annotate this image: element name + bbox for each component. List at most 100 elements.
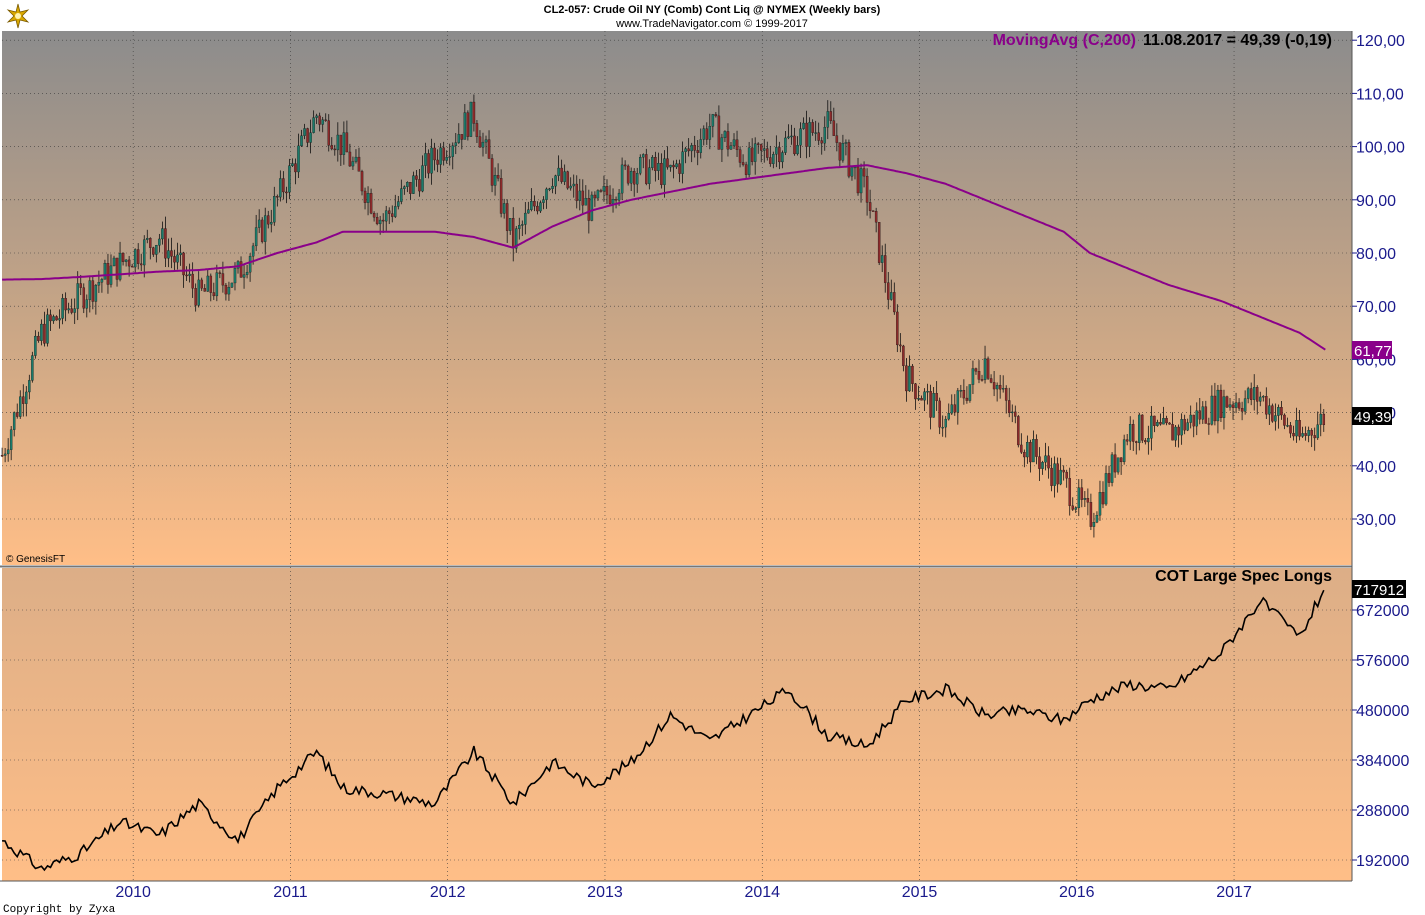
candle-body: [1041, 462, 1044, 469]
candle-body: [209, 275, 213, 293]
candle-body: [1165, 418, 1168, 424]
candle-body: [463, 112, 467, 140]
candle-body: [460, 134, 464, 140]
candle-body: [73, 308, 76, 313]
candle-body: [1074, 507, 1078, 510]
candle-body: [763, 148, 766, 151]
candle-body: [179, 252, 182, 256]
candle-body: [103, 263, 107, 280]
candle-body: [1228, 404, 1232, 408]
candle-body: [64, 298, 67, 311]
candle-body: [1292, 433, 1295, 437]
price-tick-label: 110,00: [1356, 86, 1404, 103]
candle-body: [188, 273, 191, 276]
candle-body: [699, 139, 702, 153]
candle-body: [829, 111, 833, 121]
candle-body: [1222, 396, 1226, 418]
candle-body: [502, 203, 506, 214]
date-tick-label: 2017: [1216, 884, 1252, 901]
candle-body: [1125, 439, 1129, 442]
candle-body: [167, 250, 170, 259]
candle-body: [563, 171, 566, 182]
candle-body: [1262, 396, 1265, 398]
candle-body: [539, 202, 542, 212]
candle-body: [1307, 430, 1310, 436]
candle-body: [212, 292, 216, 297]
candle-body: [1322, 413, 1326, 426]
candle-body: [294, 163, 297, 173]
candle-body: [675, 163, 678, 168]
candle-body: [254, 227, 258, 247]
candle-body: [242, 274, 246, 278]
candle-body: [112, 257, 116, 267]
price-tick-label: 90,00: [1356, 193, 1396, 210]
candle-body: [493, 175, 497, 186]
candle-body: [224, 284, 228, 295]
candle-body: [518, 225, 521, 229]
candle-body: [375, 217, 379, 225]
cot-legend: COT Large Spec Longs: [1155, 568, 1332, 585]
candle-body: [67, 308, 70, 311]
candle-body: [587, 197, 591, 221]
candle-body: [251, 245, 255, 257]
candle-body: [711, 114, 715, 127]
candle-body: [263, 215, 267, 242]
candle-body: [1014, 411, 1017, 417]
candle-body: [297, 145, 300, 173]
candle-body: [403, 186, 406, 189]
candle-body: [1131, 424, 1135, 442]
candle-body: [430, 147, 433, 174]
candle-body: [953, 404, 957, 413]
candle-body: [756, 143, 760, 145]
ma-legend-name: MovingAvg (C,200): [993, 32, 1136, 49]
candle-body: [133, 249, 137, 268]
candle-body: [324, 119, 327, 121]
candle-body: [1313, 435, 1316, 439]
candle-body: [802, 122, 805, 129]
candle-body: [200, 279, 203, 289]
candle-body: [85, 299, 89, 309]
candle-body: [121, 252, 125, 262]
candle-body: [106, 263, 110, 285]
candle-body: [660, 163, 663, 185]
candle-body: [956, 390, 960, 413]
candle-body: [1098, 492, 1102, 516]
candle-body: [1249, 388, 1253, 400]
candle-body: [941, 426, 944, 429]
candle-body: [445, 157, 448, 161]
candle-body: [853, 166, 857, 169]
candle-body: [391, 213, 394, 217]
candle-body: [1286, 425, 1289, 427]
candle-body: [799, 128, 802, 146]
candle-body: [0, 455, 4, 457]
candle-body: [880, 255, 884, 263]
candle-body: [130, 265, 134, 268]
price-tick-label: 80,00: [1356, 246, 1396, 263]
candle-body: [1086, 498, 1090, 503]
candle-body: [678, 163, 681, 174]
candle-body: [1062, 469, 1065, 473]
candle-body: [1216, 389, 1220, 422]
candle-body: [451, 145, 454, 157]
price-tick-label: 120,00: [1356, 33, 1405, 50]
date-tick-label: 2012: [430, 884, 466, 901]
candle-body: [1234, 402, 1238, 408]
candle-body: [176, 254, 179, 263]
candle-body: [484, 139, 488, 143]
candle-body: [914, 383, 917, 400]
candle-body: [741, 162, 745, 165]
candle-body: [908, 365, 911, 392]
candle-body: [412, 175, 415, 194]
candle-body: [1135, 441, 1138, 443]
candle-body: [309, 132, 312, 143]
candle-body: [397, 201, 400, 207]
candle-body: [735, 139, 739, 150]
candle-body: [708, 126, 712, 140]
candle-body: [717, 115, 721, 150]
price-tick-label: 100,00: [1356, 140, 1405, 157]
candle-body: [811, 122, 814, 133]
candle-body: [1035, 439, 1038, 457]
candle-body: [1141, 414, 1144, 441]
candle-body: [421, 165, 424, 192]
